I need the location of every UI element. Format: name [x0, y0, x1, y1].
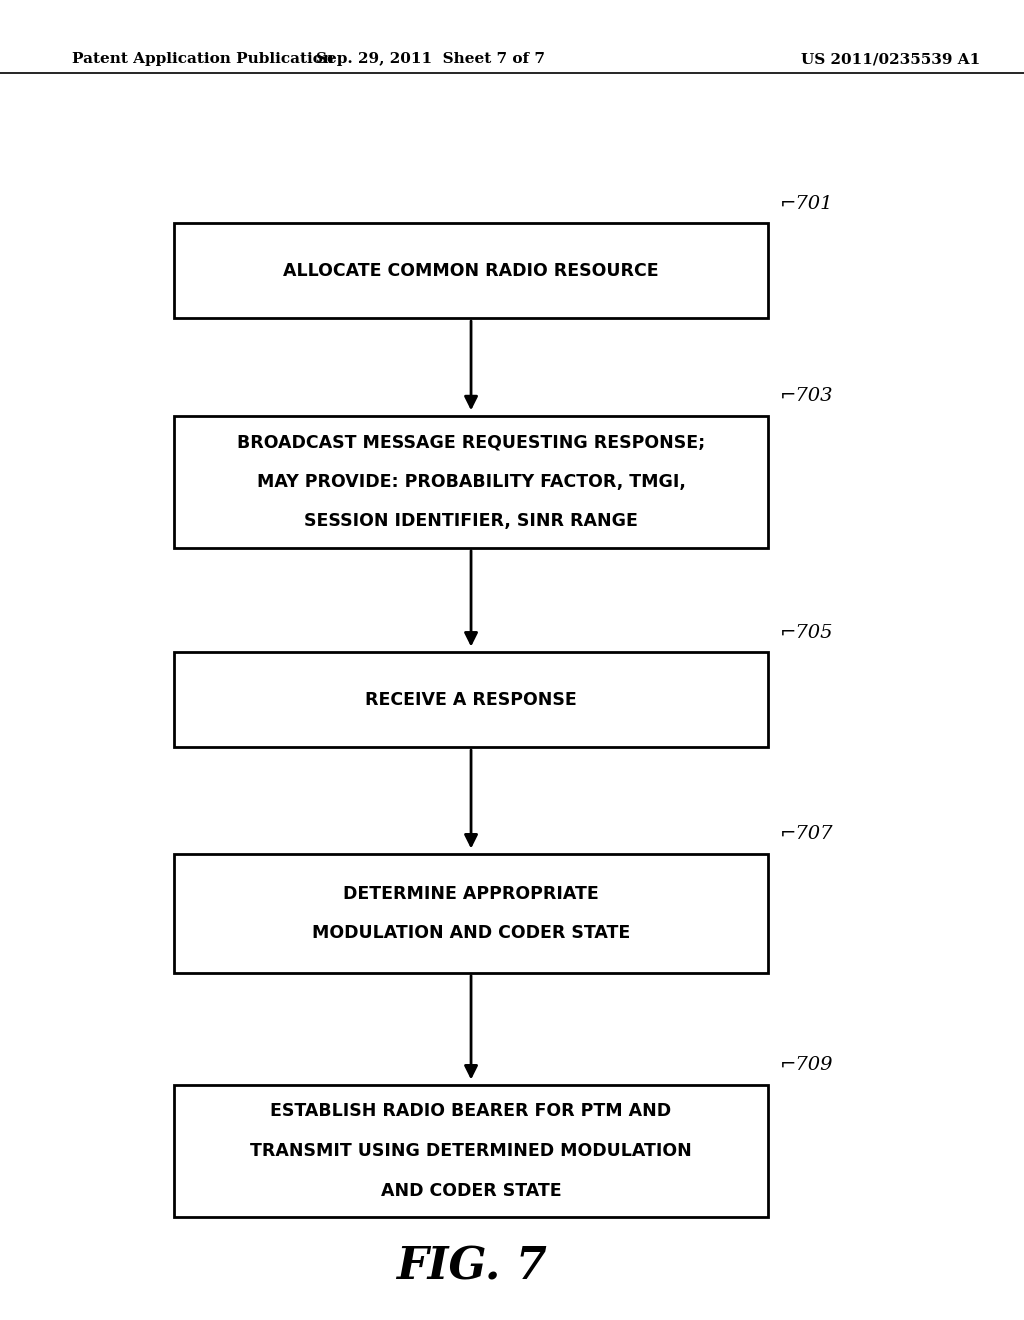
Text: ⌐701: ⌐701: [780, 194, 834, 213]
Text: BROADCAST MESSAGE REQUESTING RESPONSE;: BROADCAST MESSAGE REQUESTING RESPONSE;: [237, 433, 706, 451]
Text: ESTABLISH RADIO BEARER FOR PTM AND: ESTABLISH RADIO BEARER FOR PTM AND: [270, 1102, 672, 1121]
Text: SESSION IDENTIFIER, SINR RANGE: SESSION IDENTIFIER, SINR RANGE: [304, 512, 638, 531]
Text: US 2011/0235539 A1: US 2011/0235539 A1: [801, 53, 981, 66]
Text: Patent Application Publication: Patent Application Publication: [72, 53, 334, 66]
Text: FIG. 7: FIG. 7: [395, 1246, 547, 1288]
FancyBboxPatch shape: [174, 1085, 768, 1217]
Text: ⌐705: ⌐705: [780, 623, 834, 642]
FancyBboxPatch shape: [174, 416, 768, 548]
Text: MAY PROVIDE: PROBABILITY FACTOR, TMGI,: MAY PROVIDE: PROBABILITY FACTOR, TMGI,: [257, 473, 685, 491]
FancyBboxPatch shape: [174, 652, 768, 747]
Text: ALLOCATE COMMON RADIO RESOURCE: ALLOCATE COMMON RADIO RESOURCE: [284, 261, 658, 280]
FancyBboxPatch shape: [174, 854, 768, 973]
Text: AND CODER STATE: AND CODER STATE: [381, 1181, 561, 1200]
Text: TRANSMIT USING DETERMINED MODULATION: TRANSMIT USING DETERMINED MODULATION: [250, 1142, 692, 1160]
Text: DETERMINE APPROPRIATE: DETERMINE APPROPRIATE: [343, 884, 599, 903]
Text: Sep. 29, 2011  Sheet 7 of 7: Sep. 29, 2011 Sheet 7 of 7: [315, 53, 545, 66]
Text: ⌐703: ⌐703: [780, 387, 834, 405]
Text: ⌐707: ⌐707: [780, 825, 834, 843]
Text: RECEIVE A RESPONSE: RECEIVE A RESPONSE: [366, 690, 577, 709]
Text: MODULATION AND CODER STATE: MODULATION AND CODER STATE: [312, 924, 630, 942]
FancyBboxPatch shape: [174, 223, 768, 318]
Text: ⌐709: ⌐709: [780, 1056, 834, 1074]
